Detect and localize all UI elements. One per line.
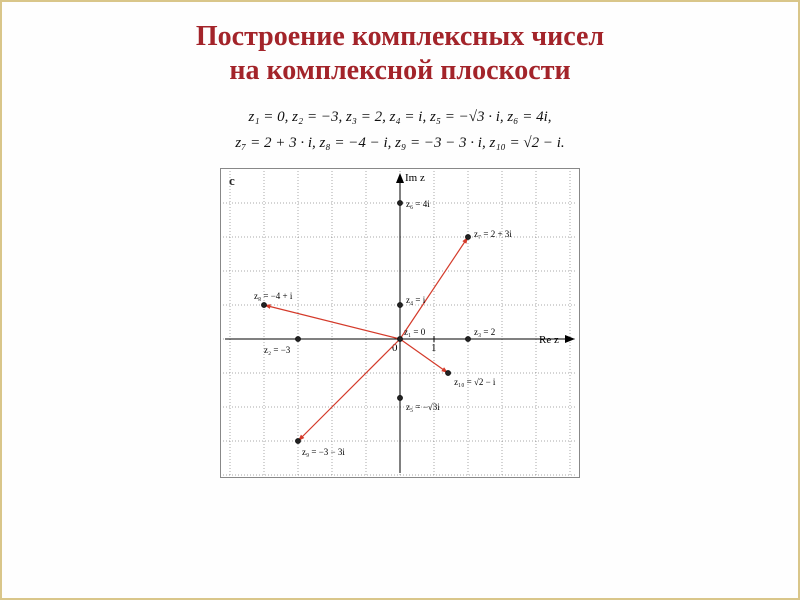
slide-title: Построение комплексных чисел на комплекс… — [32, 20, 768, 87]
svg-text:z₁₀ = √2 − i: z₁₀ = √2 − i — [454, 377, 496, 387]
svg-text:z₆ = 4i: z₆ = 4i — [406, 199, 430, 209]
svg-text:z₁ = 0: z₁ = 0 — [404, 327, 426, 337]
formula-line-2: z₇ = 2 + 3 · i, z₈ = −4 − i, z₉ = −3 − 3… — [2, 131, 798, 157]
formula-line-1: z₁ = 0, z₂ = −3, z₃ = 2, z₄ = i, z₅ = −√… — [2, 105, 798, 131]
title-line-2: на комплексной плоскости — [229, 55, 570, 86]
svg-text:z₇ = 2 + 3i: z₇ = 2 + 3i — [474, 229, 512, 239]
svg-text:z₅ = −√3i: z₅ = −√3i — [406, 402, 440, 412]
title-line-1: Построение комплексных чисел — [196, 21, 604, 52]
svg-text:z₈ = −4 + i: z₈ = −4 + i — [254, 291, 293, 301]
chart-frame: c Re zIm z10z₁ = 0z₂ = −3z₃ = 2z₄ = iz₅ … — [220, 168, 580, 478]
formula-block: z₁ = 0, z₂ = −3, z₃ = 2, z₄ = i, z₅ = −√… — [2, 105, 798, 156]
svg-text:z₄ = i: z₄ = i — [406, 295, 426, 305]
chart-container: c Re zIm z10z₁ = 0z₂ = −3z₃ = 2z₄ = iz₅ … — [220, 168, 580, 478]
svg-text:z₉ = −3 − 3i: z₉ = −3 − 3i — [302, 447, 345, 457]
svg-text:z₂ = −3: z₂ = −3 — [264, 345, 291, 355]
svg-text:z₃ = 2: z₃ = 2 — [474, 327, 495, 337]
slide: Построение комплексных чисел на комплекс… — [0, 0, 800, 600]
svg-text:Im z: Im z — [405, 172, 425, 184]
svg-text:1: 1 — [431, 342, 437, 354]
svg-text:Re z: Re z — [539, 334, 559, 346]
complex-plane-plot: Re zIm z10z₁ = 0z₂ = −3z₃ = 2z₄ = iz₅ = … — [221, 169, 579, 477]
